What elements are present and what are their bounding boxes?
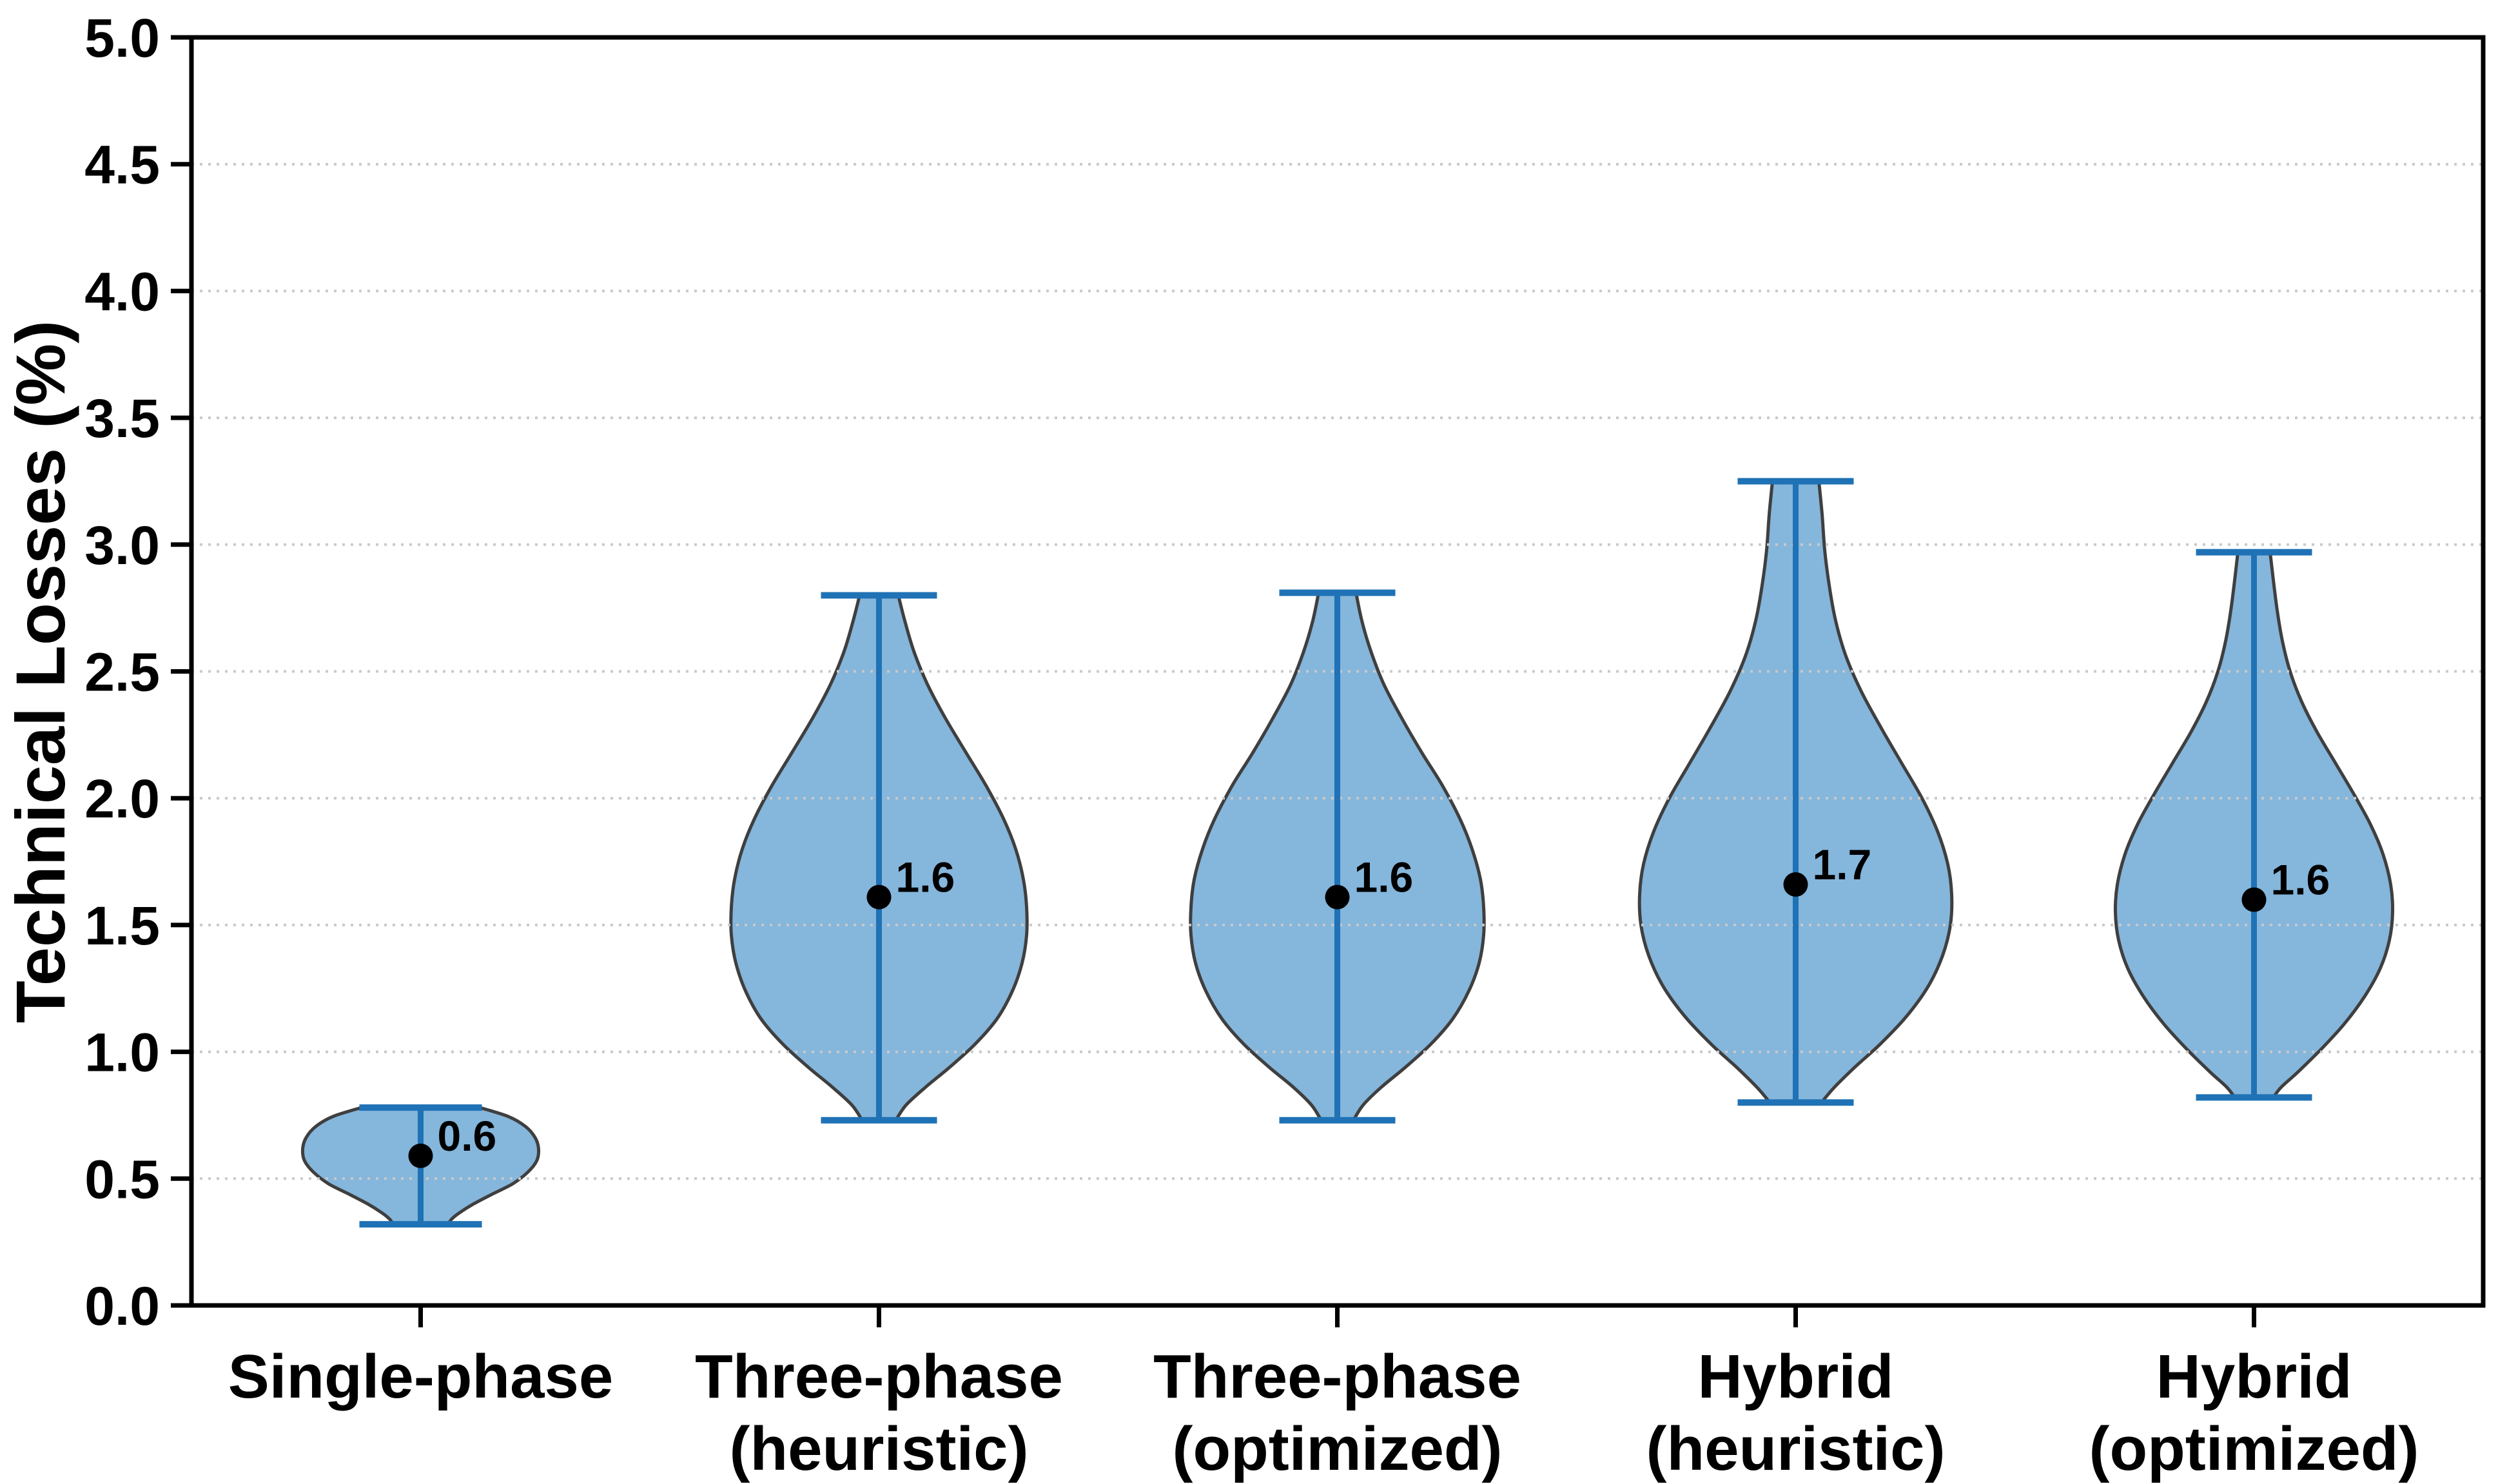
y-axis-label: Technical Losses (%) [1,320,79,1023]
x-tick-label-2-line-0: Three-phase [1153,1342,1521,1411]
y-tick-label-2.5: 2.5 [84,642,160,703]
y-tick-label-0.0: 0.0 [84,1276,160,1336]
x-tick-label-3-line-1: (heuristic) [1646,1414,1945,1483]
y-tick-label-2.0: 2.0 [84,768,160,829]
mean-annotation-2: 1.6 [1354,854,1414,901]
y-tick-label-1.0: 1.0 [84,1022,160,1083]
mean-dot-4 [2241,887,2267,912]
x-tick-label-3-line-0: Hybrid [1697,1342,1893,1411]
mean-dot-1 [866,884,892,910]
mean-annotation-3: 1.7 [1813,841,1872,888]
mean-annotation-4: 1.6 [2271,856,2330,904]
tick-labels-layer: 0.0 0.5 1.0 1.5 2.0 2.5 3.0 3.5 4.0 4.5 5.0 Single-… [84,8,2419,1483]
y-tick-label-3.5: 3.5 [84,388,160,449]
mean-dot-2 [1325,884,1350,910]
mean-dot-3 [1783,872,1808,897]
x-tick-label-1-line-1: (heuristic) [729,1414,1028,1483]
mean-dot-0 [408,1143,433,1168]
y-tick-label-4.5: 4.5 [84,135,160,195]
axes-layer [171,35,2486,1327]
y-tick-label-3.0: 3.0 [84,515,160,576]
y-tick-label-4.0: 4.0 [84,261,160,322]
whiskers-means-layer: 0.6 1.6 1.6 1.7 1.6 [359,478,2330,1228]
x-tick-label-1-line-0: Three-phase [695,1342,1063,1411]
mean-annotation-0: 0.6 [438,1112,497,1160]
x-tick-label-4-line-1: (optimized) [2089,1414,2419,1483]
x-tick-label-0-line-0: Single-phase [228,1342,613,1411]
y-tick-label-1.5: 1.5 [84,895,160,956]
y-tick-label-0.5: 0.5 [84,1149,160,1209]
x-tick-label-4-line-0: Hybrid [2156,1342,2352,1411]
y-tick-label-5.0: 5.0 [84,8,160,68]
x-tick-label-2-line-1: (optimized) [1173,1414,1503,1483]
mean-annotation-1: 1.6 [896,854,955,901]
